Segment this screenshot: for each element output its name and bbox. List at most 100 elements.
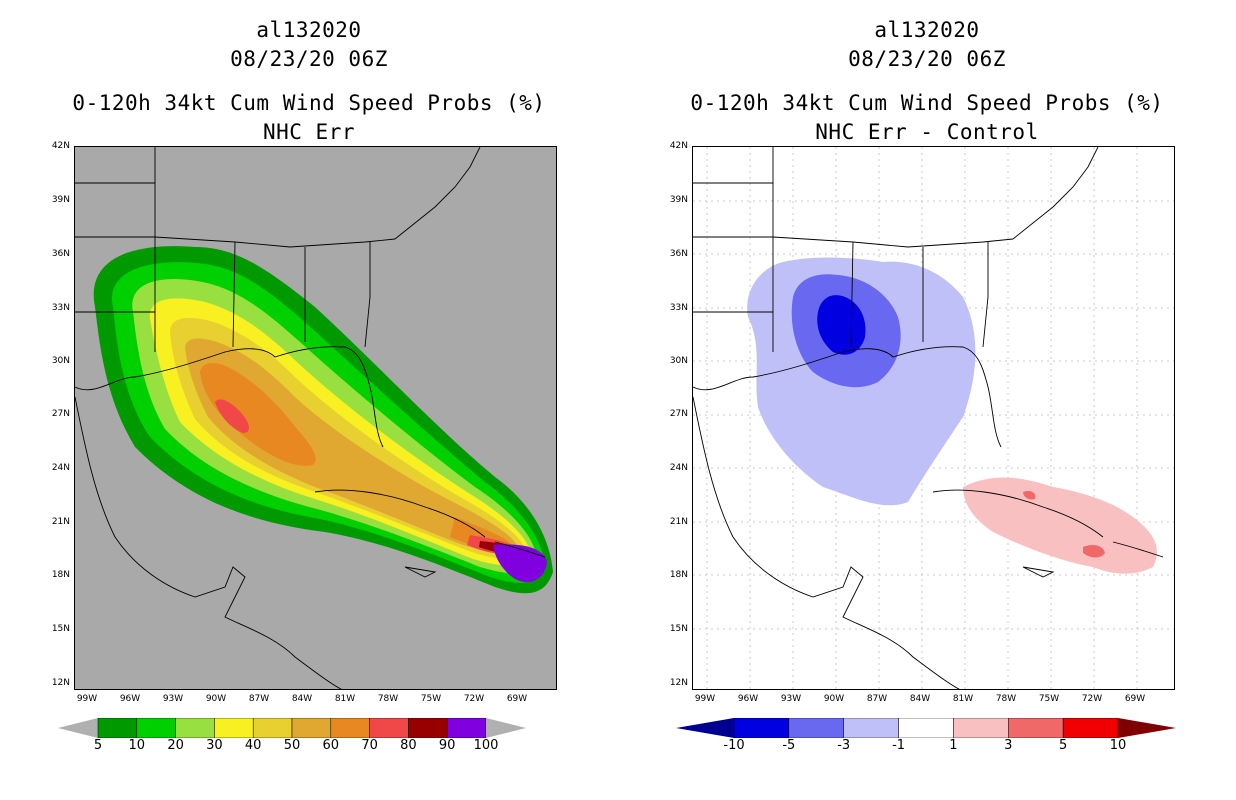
lat-label: 42N [669, 141, 688, 151]
subtitle: NHC Err [262, 120, 355, 144]
product-title: 0-120h 34kt Cum Wind Speed Probs (%) [690, 91, 1164, 115]
lon-label: 84W [291, 694, 313, 704]
colorbar-tick-label: 10 [1109, 738, 1127, 753]
colorbar-swatch [446, 718, 487, 738]
lon-label: 72W [1081, 694, 1103, 704]
colorbar-swatch [369, 718, 409, 738]
lon-label: 81W [334, 694, 356, 704]
lon-label: 90W [205, 694, 227, 704]
lon-label: 87W [866, 694, 888, 704]
colorbar-tick-label: 100 [473, 738, 499, 753]
colorbar-swatch [291, 718, 332, 738]
lon-label: 75W [1038, 694, 1060, 704]
lon-label: 99W [76, 694, 98, 704]
prob-50 [185, 338, 517, 552]
lat-label: 24N [669, 463, 688, 473]
lon-label: 69W [506, 694, 528, 704]
colorbar-tick-label: -1 [892, 738, 906, 753]
colorbar-tick-label: 5 [93, 738, 103, 753]
colorbar-over-triangle [486, 718, 526, 738]
right-panel: al132020 08/23/20 06Z 0-120h 34kt Cum Wi… [618, 0, 1236, 800]
coastlines [75, 147, 546, 689]
colorbar-tick-label: 10 [128, 738, 146, 753]
storm-id-title: al132020 [874, 18, 980, 42]
lat-label: 42N [51, 141, 70, 151]
colorbar-swatch [733, 718, 790, 738]
lat-label: 15N [51, 624, 70, 634]
lon-label: 90W [823, 694, 845, 704]
colorbar-swatch [175, 718, 215, 738]
date-title: 08/23/20 06Z [230, 47, 388, 71]
coastlines [693, 147, 1164, 689]
probability-colorbar [58, 718, 526, 738]
left-panel: al132020 08/23/20 06Z 0-120h 34kt Cum Wi… [51, 18, 557, 753]
lat-label: 27N [51, 409, 70, 419]
lat-label: 12N [51, 678, 70, 688]
lon-label: 93W [780, 694, 802, 704]
lon-label: 93W [162, 694, 184, 704]
date-title: 08/23/20 06Z [848, 47, 1006, 71]
diff-plus-1 [963, 477, 1157, 574]
probability-contours [75, 147, 553, 689]
lat-label: 12N [669, 678, 688, 688]
difference-contours [693, 147, 1174, 689]
colorbar-swatch [408, 718, 448, 738]
lon-label: 81W [952, 694, 974, 704]
lat-label: 18N [669, 570, 688, 580]
difference-map [692, 146, 1175, 690]
colorbar-swatch [214, 718, 254, 738]
lat-label: 39N [669, 195, 688, 205]
lat-label: 21N [669, 517, 688, 527]
prob-70 [215, 399, 249, 433]
colorbar-tick-label: -5 [782, 738, 796, 753]
colorbar-swatch [1062, 718, 1119, 738]
lon-label: 96W [737, 694, 759, 704]
lon-label: 72W [463, 694, 485, 704]
prob-60 [200, 362, 316, 466]
product-title: 0-120h 34kt Cum Wind Speed Probs (%) [72, 91, 546, 115]
colorbar-swatch [330, 718, 370, 738]
colorbar-swatch [843, 718, 899, 738]
colorbar-tick-label: -3 [837, 738, 851, 753]
colorbar-tick-label: 3 [1004, 738, 1013, 753]
colorbar-swatch [1008, 718, 1064, 738]
lat-label: 30N [669, 356, 688, 366]
lon-label: 75W [420, 694, 442, 704]
lon-label: 84W [909, 694, 931, 704]
lat-label: 36N [669, 249, 688, 259]
colorbar-tick-label: 20 [167, 738, 184, 753]
lat-label: 39N [51, 195, 70, 205]
prob-100 [493, 544, 547, 583]
colorbar-swatch [953, 718, 1009, 738]
colorbar-tick-label: 30 [206, 738, 223, 753]
subtitle: NHC Err - Control [815, 120, 1039, 144]
colorbar-tick-label: 50 [283, 738, 301, 753]
colorbar-tick-label: 70 [361, 738, 378, 753]
colorbar-under-triangle [58, 718, 98, 738]
lon-label: 78W [377, 694, 399, 704]
lat-label: 33N [669, 303, 688, 313]
lat-label: 21N [51, 517, 70, 527]
colorbar-swatch [136, 718, 176, 738]
lon-label: 78W [995, 694, 1017, 704]
colorbar-tick-label: -10 [723, 738, 745, 753]
difference-colorbar [676, 718, 1176, 738]
lon-label: 96W [119, 694, 141, 704]
lat-label: 36N [51, 249, 70, 259]
colorbar-under-triangle [676, 718, 734, 738]
colorbar-swatch [788, 718, 844, 738]
colorbar-swatch [252, 718, 293, 738]
lon-label: 99W [694, 694, 716, 704]
colorbar-swatch [898, 718, 954, 738]
lat-label: 27N [669, 409, 688, 419]
lon-label: 87W [248, 694, 270, 704]
colorbar-tick-label: 40 [244, 738, 262, 753]
lat-label: 30N [51, 356, 70, 366]
colorbar-tick-label: 1 [949, 738, 958, 753]
colorbar-tick-label: 5 [1059, 738, 1068, 753]
colorbar-tick-label: 90 [438, 738, 456, 753]
diff-plus-3b [1023, 490, 1036, 500]
colorbar-tick-label: 80 [400, 738, 417, 753]
colorbar-over-triangle [1118, 718, 1176, 738]
lon-label: 69W [1124, 694, 1146, 704]
